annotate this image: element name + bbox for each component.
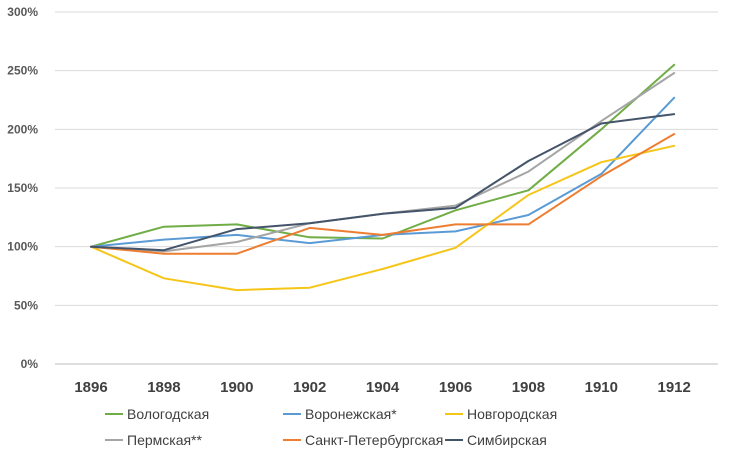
- x-axis-ticks: 1896 1898 1900 1902 1904 1906 1908 1910 1912: [74, 379, 691, 396]
- series-line-0: [90, 63, 676, 248]
- legend-label: Вологодская: [127, 406, 209, 422]
- legend-item: Санкт-Петербургская: [283, 432, 443, 448]
- series-line-1: [90, 96, 676, 248]
- legend-item: Симбирская: [445, 432, 547, 448]
- x-tick-label: 1904: [366, 379, 400, 396]
- legend-item: Воронежская*: [283, 406, 397, 422]
- x-tick-label: 1908: [512, 379, 545, 396]
- series-lines: [90, 63, 676, 292]
- y-tick-label: 50%: [14, 298, 38, 312]
- series-line-5: [90, 113, 676, 252]
- legend-label: Новгородская: [467, 406, 557, 422]
- x-tick-label: 1910: [585, 379, 618, 396]
- legend-label: Воронежская*: [305, 406, 397, 422]
- legend-label: Санкт-Петербургская: [305, 432, 443, 448]
- x-tick-label: 1912: [658, 379, 691, 396]
- legend-item: Новгородская: [445, 406, 557, 422]
- y-tick-label: 250%: [7, 64, 38, 78]
- series-line-2: [90, 144, 676, 292]
- y-tick-label: 300%: [7, 5, 38, 19]
- legend-item: Вологодская: [105, 406, 209, 422]
- gridlines: [55, 11, 718, 365]
- x-tick-label: 1896: [74, 379, 107, 396]
- legend-item: Пермская**: [105, 432, 203, 448]
- y-tick-label: 0%: [21, 357, 39, 371]
- y-tick-label: 100%: [7, 240, 38, 254]
- x-tick-label: 1902: [293, 379, 326, 396]
- legend-label: Пермская**: [127, 432, 203, 448]
- series-line-4: [90, 133, 676, 255]
- y-tick-label: 200%: [7, 122, 38, 136]
- x-tick-label: 1898: [147, 379, 180, 396]
- y-axis-ticks: 0% 50% 100% 150% 200% 250% 300%: [7, 5, 38, 371]
- x-tick-label: 1900: [220, 379, 253, 396]
- x-tick-label: 1906: [439, 379, 472, 396]
- legend: Вологодская Воронежская* Новгородская Пермс…: [105, 406, 557, 448]
- series-line-3: [90, 72, 676, 253]
- legend-label: Симбирская: [467, 432, 547, 448]
- y-tick-label: 150%: [7, 181, 38, 195]
